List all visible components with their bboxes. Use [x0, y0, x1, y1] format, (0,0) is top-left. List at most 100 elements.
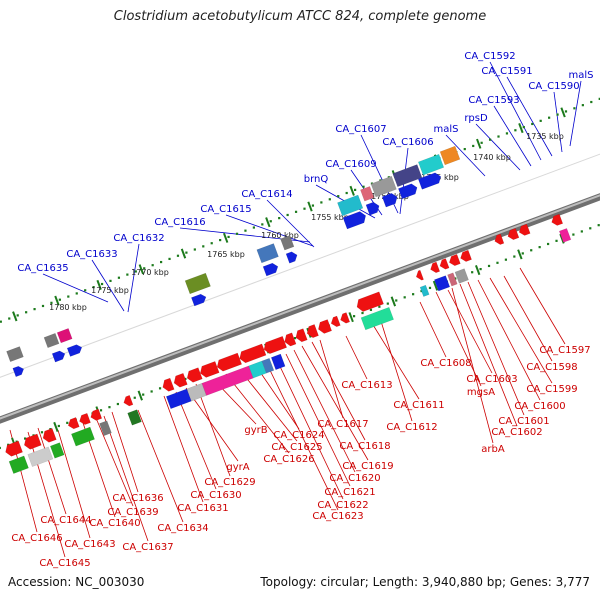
ruler-dot: [598, 97, 600, 100]
leader-line: [379, 317, 413, 422]
gene-label: CA_C1629: [204, 477, 255, 488]
gene-feature: [99, 420, 112, 437]
gene-label: CA_C1609: [325, 159, 376, 170]
gene-label: CA_C1645: [39, 558, 90, 569]
ruler-dot: [539, 119, 542, 122]
gene-feature: [127, 409, 142, 426]
ruler-dot: [244, 229, 247, 232]
gene-shape: [186, 367, 203, 383]
gene-feature: [439, 258, 450, 270]
gene-shape: [337, 194, 364, 217]
gene-shape: [415, 269, 424, 281]
ruler-dot: [150, 390, 153, 393]
ruler-tick: [12, 311, 18, 322]
gene-label: CA_C1622: [317, 500, 368, 511]
leader-line: [37, 427, 67, 515]
ruler-dot: [471, 271, 474, 274]
gene-feature: [397, 183, 418, 200]
gene-shape: [330, 315, 341, 328]
ruler-dot: [514, 129, 517, 132]
gene-shape: [360, 306, 394, 331]
ruler-dot: [158, 387, 162, 390]
ruler-tick: [517, 249, 523, 260]
gene-shape: [66, 344, 83, 357]
gene-label: CA_C1614: [241, 189, 292, 200]
gene-shape: [71, 426, 95, 447]
gene-feature: [90, 408, 103, 421]
gene-label: CA_C1635: [17, 263, 68, 274]
gene-feature: [392, 164, 423, 188]
leader-line: [311, 341, 366, 441]
ruler-dot: [479, 267, 482, 271]
ruler-dot: [142, 393, 145, 396]
ruler-dot: [412, 293, 415, 296]
gene-label: CA_C1602: [491, 427, 542, 438]
gene-feature: [518, 223, 531, 236]
gene-features: [5, 145, 572, 474]
ruler-dot: [463, 147, 466, 151]
backbone-line: [0, 193, 600, 424]
ruler-dot: [159, 260, 163, 264]
gene-feature: [507, 227, 520, 240]
gene-shape: [5, 440, 23, 457]
ruler-dot: [303, 207, 306, 210]
ruler-dot: [488, 138, 492, 141]
gene-feature: [337, 194, 364, 217]
ruler-dot: [133, 396, 136, 399]
ruler-tick: [96, 279, 102, 290]
gene-shape: [56, 328, 73, 344]
gene-feature: [123, 394, 134, 407]
gene-label: brnQ: [304, 174, 329, 185]
gene-label: CA_C1590: [528, 81, 579, 92]
ruler-dot: [92, 286, 95, 289]
ruler-tick: [518, 123, 524, 134]
ruler-dot: [395, 299, 398, 302]
leader-line: [467, 281, 525, 416]
ruler-dot: [202, 245, 205, 248]
gene-label: CA_C1632: [113, 233, 164, 244]
ruler-label: 1780 kbp: [49, 303, 87, 312]
map-title: Clostridium acetobutylicum ATCC 824, com…: [113, 9, 487, 24]
gene-shape: [430, 261, 441, 274]
ruler-label: 1740 kbp: [473, 153, 511, 162]
gene-feature: [184, 272, 211, 295]
gene-feature: [284, 332, 297, 347]
ruler-tick: [265, 217, 271, 228]
gene-shape: [127, 409, 142, 426]
gene-feature: [263, 335, 288, 355]
ruler-label: 1760 kbp: [261, 231, 299, 240]
ruler-tick: [307, 201, 313, 212]
ruler-tick: [390, 296, 397, 307]
gene-feature: [447, 272, 458, 287]
gene-shape: [43, 332, 60, 349]
gene-label: CA_C1634: [157, 523, 208, 534]
gene-shape: [256, 243, 279, 264]
gene-feature: [191, 293, 207, 307]
ruler-dot: [58, 298, 61, 301]
gene-feature: [51, 350, 66, 363]
gene-shape: [261, 357, 275, 374]
gene-shape: [494, 233, 505, 245]
ruler-dot: [294, 210, 298, 213]
ruler-dot: [41, 304, 45, 308]
gene-label: CA_C1630: [190, 490, 241, 501]
ruler-dot: [0, 446, 1, 450]
gene-label: CA_C1591: [481, 66, 532, 77]
gene-shape: [306, 324, 319, 339]
gene-label: mgsA: [467, 387, 495, 398]
ruler-dot: [151, 264, 154, 267]
ruler-dot: [538, 246, 541, 249]
gene-shape: [262, 262, 279, 277]
leader-line: [369, 319, 420, 400]
leader-line: [95, 417, 134, 507]
gene-feature: [270, 353, 286, 371]
gene-feature: [256, 243, 279, 264]
ruler-dot: [480, 141, 483, 144]
leader-line: [293, 349, 356, 473]
gene-label: CA_C1601: [498, 416, 549, 427]
gene-shape: [49, 442, 65, 459]
leader-line: [489, 277, 553, 384]
ruler-dot: [597, 224, 600, 227]
gene-feature: [8, 455, 29, 474]
